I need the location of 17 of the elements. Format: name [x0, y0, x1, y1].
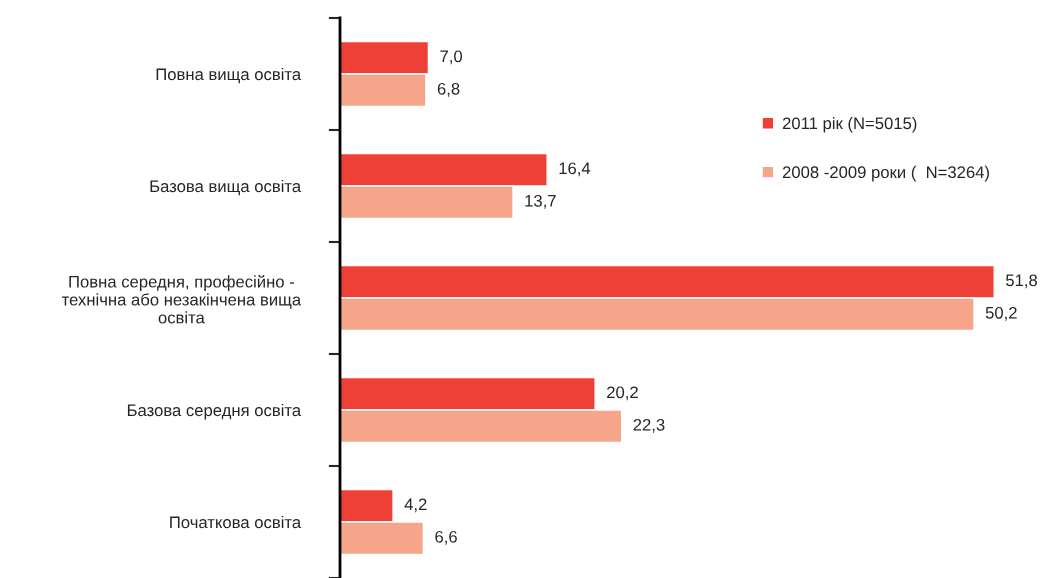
data-label: 6,6 — [435, 530, 457, 545]
data-label: 20,2 — [607, 386, 638, 401]
data-label: 50,2 — [985, 306, 1017, 321]
y-tick-label: Початкова освіта — [170, 515, 302, 529]
data-label: 51,8 — [1005, 274, 1038, 289]
legend-label: 2008 -2009 роки ( N=3264) — [782, 165, 989, 182]
data-label: 7,0 — [440, 50, 463, 65]
y-tick-label: Повна вища освіта — [156, 67, 302, 84]
y-tick-label: Повна середня, професійно - технічна або незакінчена вища освіта — [61, 275, 302, 324]
legend-label: 2011 рік (N=5015) — [782, 117, 917, 133]
data-label: 22,3 — [633, 418, 665, 433]
y-tick-label: Базова вища освіта — [150, 179, 302, 196]
data-label: 13,7 — [525, 194, 556, 209]
y-tick-label: Базова середня освіта — [127, 403, 302, 420]
data-label: 4,2 — [404, 498, 427, 513]
data-label: 6,8 — [437, 82, 460, 97]
data-label: 16,4 — [559, 162, 591, 177]
